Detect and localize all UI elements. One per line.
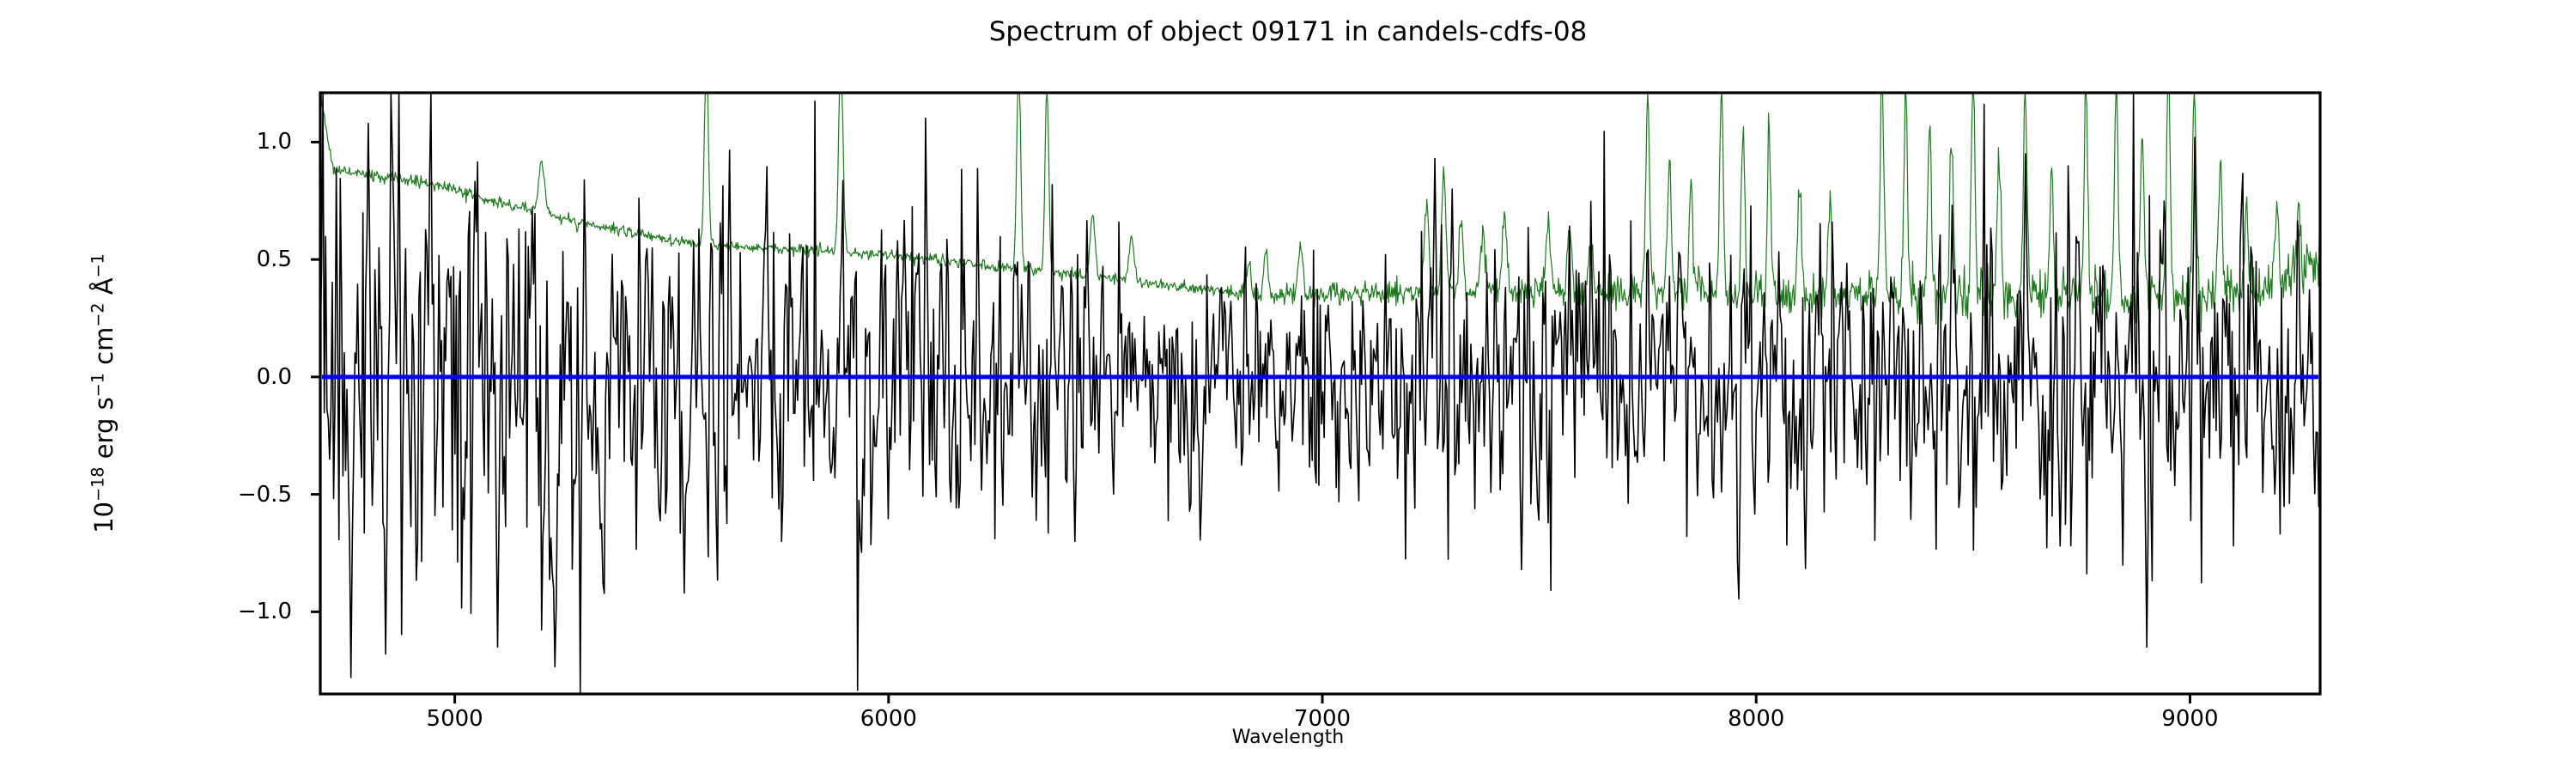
y-tick-label-1: 1.0 xyxy=(256,129,292,155)
x-tick-label-6000: 6000 xyxy=(860,706,917,732)
x-tick-label-5000: 5000 xyxy=(426,706,483,732)
x-tick-label-9000: 9000 xyxy=(2161,706,2219,732)
y-tick-label--0.5: −0.5 xyxy=(237,481,292,508)
axis-spines xyxy=(319,91,2322,696)
page-title: Spectrum of object 09171 in candels-cdfs… xyxy=(988,16,1588,47)
axis-ticks xyxy=(311,140,2191,703)
flux-spectrum-line xyxy=(319,92,2321,695)
x-tick-label-8000: 8000 xyxy=(1728,706,1785,732)
x-tick-label-7000: 7000 xyxy=(1293,706,1352,732)
y-axis-label: 10−18 erg s−1 cm−2 Å−1 xyxy=(88,253,118,533)
y-tick-label-0: 0.0 xyxy=(256,363,292,390)
y-tick-label-0.5: 0.5 xyxy=(256,247,292,273)
x-axis-label: Wavelength xyxy=(1231,727,1345,748)
y-tick-label--1: −1.0 xyxy=(237,599,292,625)
